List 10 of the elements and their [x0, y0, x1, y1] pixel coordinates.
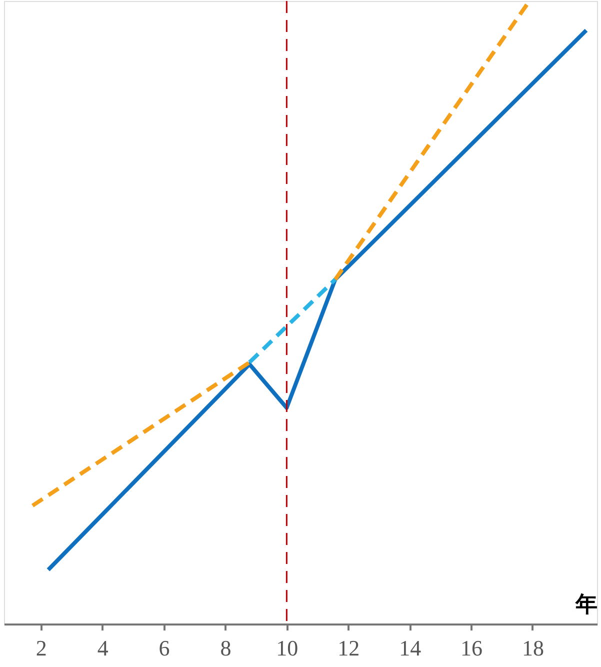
x-tick-label: 4: [97, 636, 108, 660]
x-tick-label: 10: [276, 636, 298, 660]
x-tick-label: 2: [36, 636, 47, 660]
x-tick-label: 18: [522, 636, 544, 660]
x-tick-label: 12: [338, 636, 360, 660]
x-tick-label: 6: [158, 636, 170, 660]
x-tick-label: 14: [399, 636, 422, 660]
x-axis-title: 年: [574, 592, 598, 618]
x-tick-label: 8: [220, 636, 232, 660]
x-tick-label: 16: [460, 636, 483, 660]
